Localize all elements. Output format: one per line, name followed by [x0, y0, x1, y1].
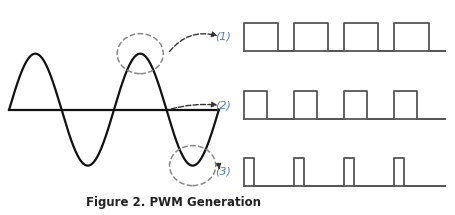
Text: (2): (2)	[215, 100, 231, 110]
Text: Figure 2. PWM Generation: Figure 2. PWM Generation	[86, 196, 260, 209]
Text: (1): (1)	[215, 32, 231, 41]
Text: (3): (3)	[215, 167, 231, 177]
